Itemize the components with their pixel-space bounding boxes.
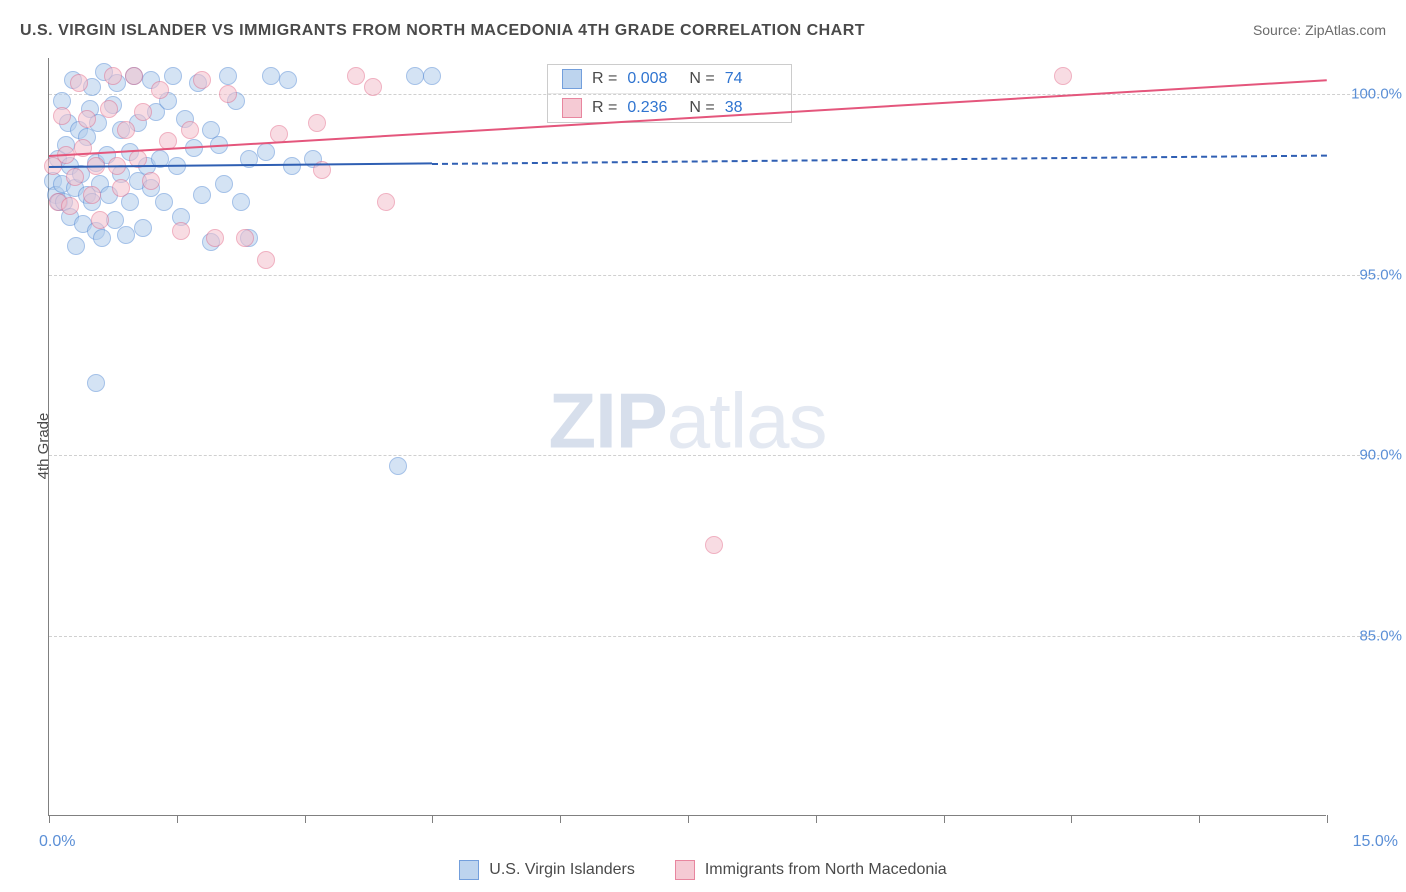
scatter-point-nmk bbox=[53, 107, 71, 125]
legend-swatch bbox=[562, 98, 582, 118]
scatter-point-usvi bbox=[87, 374, 105, 392]
legend-swatch bbox=[562, 69, 582, 89]
regression-line bbox=[432, 154, 1327, 164]
scatter-point-nmk bbox=[181, 121, 199, 139]
x-tick bbox=[49, 815, 50, 823]
x-tick bbox=[1071, 815, 1072, 823]
x-axis-max-label: 15.0% bbox=[1353, 833, 1398, 851]
legend-swatch bbox=[459, 860, 479, 880]
scatter-point-nmk bbox=[91, 211, 109, 229]
series-legend: U.S. Virgin Islanders Immigrants from Nor… bbox=[0, 860, 1406, 880]
scatter-point-usvi bbox=[67, 237, 85, 255]
x-tick bbox=[432, 815, 433, 823]
scatter-point-usvi bbox=[219, 67, 237, 85]
scatter-point-usvi bbox=[257, 143, 275, 161]
scatter-point-usvi bbox=[155, 193, 173, 211]
scatter-point-nmk bbox=[206, 229, 224, 247]
stats-legend-row-usvi: R = 0.008 N = 74 bbox=[548, 65, 791, 93]
x-tick bbox=[816, 815, 817, 823]
x-tick bbox=[1327, 815, 1328, 823]
y-tick-label: 85.0% bbox=[1359, 627, 1402, 644]
scatter-point-nmk bbox=[219, 85, 237, 103]
scatter-point-nmk bbox=[1054, 67, 1072, 85]
legend-label: U.S. Virgin Islanders bbox=[489, 861, 635, 879]
x-tick bbox=[688, 815, 689, 823]
scatter-point-nmk bbox=[61, 197, 79, 215]
gridline-h bbox=[49, 94, 1380, 95]
stat-n-value: 74 bbox=[725, 70, 777, 88]
scatter-point-nmk bbox=[172, 222, 190, 240]
scatter-point-nmk bbox=[236, 229, 254, 247]
scatter-point-nmk bbox=[257, 251, 275, 269]
scatter-point-nmk bbox=[70, 74, 88, 92]
x-tick bbox=[944, 815, 945, 823]
gridline-h bbox=[49, 636, 1380, 637]
legend-swatch bbox=[675, 860, 695, 880]
scatter-point-usvi bbox=[279, 71, 297, 89]
stat-r-label: R = bbox=[592, 70, 617, 88]
y-tick-label: 90.0% bbox=[1359, 447, 1402, 464]
scatter-point-usvi bbox=[406, 67, 424, 85]
scatter-point-nmk bbox=[83, 186, 101, 204]
scatter-point-nmk bbox=[104, 67, 122, 85]
scatter-point-nmk bbox=[364, 78, 382, 96]
stat-n-label: N = bbox=[689, 99, 714, 117]
scatter-point-usvi bbox=[423, 67, 441, 85]
scatter-point-usvi bbox=[232, 193, 250, 211]
scatter-point-usvi bbox=[283, 157, 301, 175]
x-tick bbox=[305, 815, 306, 823]
watermark: ZIPatlas bbox=[548, 376, 826, 467]
scatter-point-nmk bbox=[66, 168, 84, 186]
x-tick bbox=[1199, 815, 1200, 823]
x-tick bbox=[560, 815, 561, 823]
scatter-point-usvi bbox=[215, 175, 233, 193]
chart-header: U.S. VIRGIN ISLANDER VS IMMIGRANTS FROM … bbox=[20, 22, 1386, 40]
scatter-point-usvi bbox=[164, 67, 182, 85]
stat-n-label: N = bbox=[689, 70, 714, 88]
source-attribution: Source: ZipAtlas.com bbox=[1253, 22, 1386, 38]
scatter-point-nmk bbox=[112, 179, 130, 197]
scatter-point-usvi bbox=[93, 229, 111, 247]
scatter-point-nmk bbox=[347, 67, 365, 85]
watermark-atlas: atlas bbox=[667, 377, 827, 465]
scatter-point-nmk bbox=[193, 71, 211, 89]
scatter-point-usvi bbox=[262, 67, 280, 85]
legend-item-usvi: U.S. Virgin Islanders bbox=[459, 860, 635, 880]
stat-r-label: R = bbox=[592, 99, 617, 117]
scatter-point-usvi bbox=[117, 226, 135, 244]
scatter-point-nmk bbox=[142, 172, 160, 190]
gridline-h bbox=[49, 455, 1380, 456]
scatter-point-nmk bbox=[377, 193, 395, 211]
x-tick bbox=[177, 815, 178, 823]
x-axis-min-label: 0.0% bbox=[39, 833, 75, 851]
scatter-point-nmk bbox=[100, 100, 118, 118]
scatter-point-usvi bbox=[134, 219, 152, 237]
scatter-point-nmk bbox=[78, 110, 96, 128]
watermark-zip: ZIP bbox=[548, 377, 666, 465]
stat-r-value: 0.236 bbox=[627, 99, 679, 117]
scatter-point-nmk bbox=[705, 536, 723, 554]
scatter-plot-area: ZIPatlas R =0.008N =74R =0.236N =38 0.0%… bbox=[48, 58, 1326, 816]
scatter-point-nmk bbox=[134, 103, 152, 121]
y-tick-label: 100.0% bbox=[1351, 86, 1402, 103]
legend-label: Immigrants from North Macedonia bbox=[705, 861, 947, 879]
legend-item-nmk: Immigrants from North Macedonia bbox=[675, 860, 947, 880]
y-tick-label: 95.0% bbox=[1359, 266, 1402, 283]
scatter-point-usvi bbox=[389, 457, 407, 475]
scatter-point-nmk bbox=[151, 81, 169, 99]
stat-r-value: 0.008 bbox=[627, 70, 679, 88]
scatter-point-nmk bbox=[117, 121, 135, 139]
scatter-point-nmk bbox=[308, 114, 326, 132]
scatter-point-usvi bbox=[193, 186, 211, 204]
scatter-point-nmk bbox=[125, 67, 143, 85]
gridline-h bbox=[49, 275, 1380, 276]
chart-title: U.S. VIRGIN ISLANDER VS IMMIGRANTS FROM … bbox=[20, 22, 865, 40]
